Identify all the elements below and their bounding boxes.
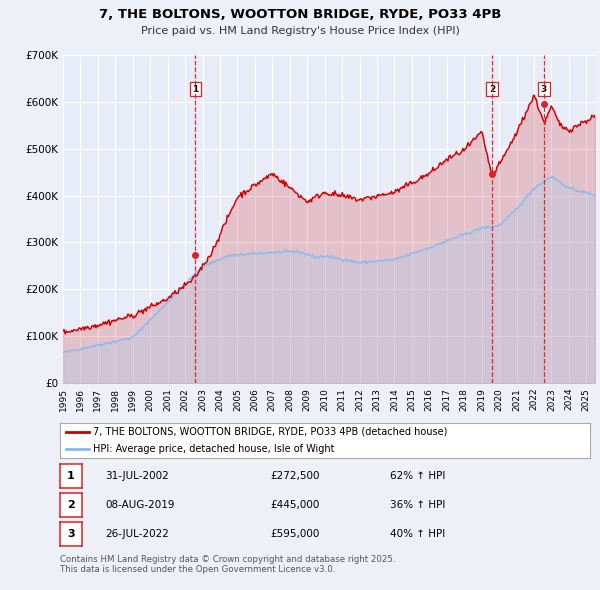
Text: 36% ↑ HPI: 36% ↑ HPI (390, 500, 445, 510)
Text: 7, THE BOLTONS, WOOTTON BRIDGE, RYDE, PO33 4PB: 7, THE BOLTONS, WOOTTON BRIDGE, RYDE, PO… (99, 8, 501, 21)
Text: 3: 3 (541, 85, 547, 94)
Text: Price paid vs. HM Land Registry's House Price Index (HPI): Price paid vs. HM Land Registry's House … (140, 26, 460, 36)
Text: HPI: Average price, detached house, Isle of Wight: HPI: Average price, detached house, Isle… (93, 444, 334, 454)
Text: 40% ↑ HPI: 40% ↑ HPI (390, 529, 445, 539)
Text: £272,500: £272,500 (270, 471, 320, 481)
Text: 7, THE BOLTONS, WOOTTON BRIDGE, RYDE, PO33 4PB (detached house): 7, THE BOLTONS, WOOTTON BRIDGE, RYDE, PO… (93, 427, 447, 437)
Text: 62% ↑ HPI: 62% ↑ HPI (390, 471, 445, 481)
Text: Contains HM Land Registry data © Crown copyright and database right 2025.
This d: Contains HM Land Registry data © Crown c… (60, 555, 395, 574)
Text: 2: 2 (489, 85, 495, 94)
Text: 1: 1 (67, 471, 75, 481)
Text: 2: 2 (67, 500, 75, 510)
Text: 26-JUL-2022: 26-JUL-2022 (105, 529, 169, 539)
Text: 3: 3 (67, 529, 75, 539)
Text: 1: 1 (192, 85, 199, 94)
Text: £595,000: £595,000 (270, 529, 319, 539)
Text: £445,000: £445,000 (270, 500, 319, 510)
Text: 31-JUL-2002: 31-JUL-2002 (105, 471, 169, 481)
Text: 08-AUG-2019: 08-AUG-2019 (105, 500, 175, 510)
